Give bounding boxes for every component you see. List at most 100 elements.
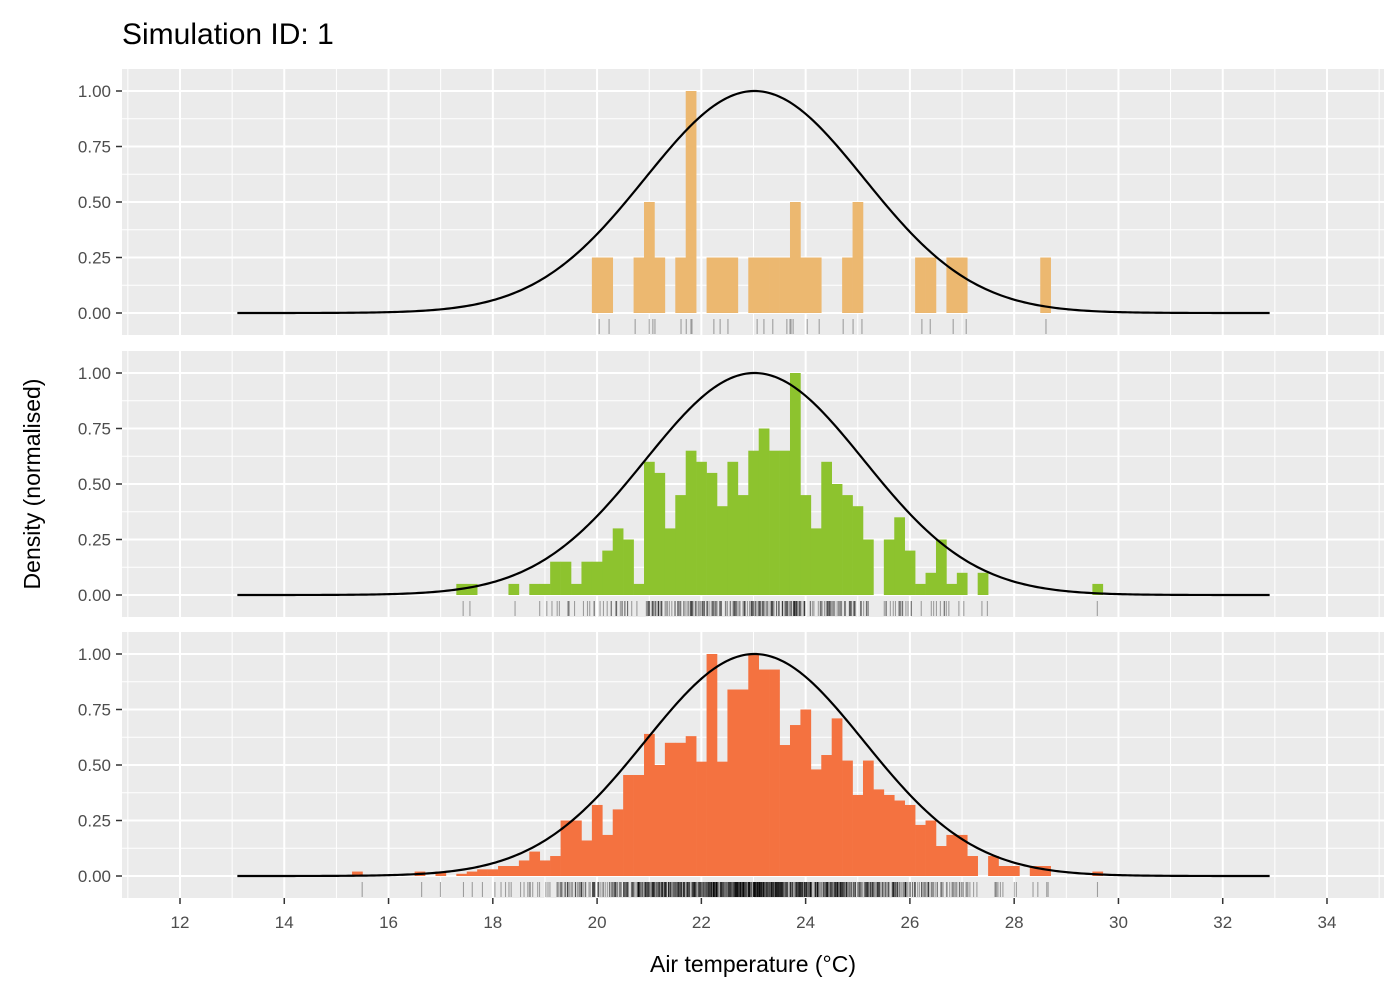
histogram-bar bbox=[904, 804, 916, 876]
x-tick-label: 22 bbox=[692, 913, 711, 932]
histogram-bar bbox=[748, 654, 760, 876]
histogram-bar bbox=[737, 495, 749, 595]
x-tick-label: 34 bbox=[1318, 913, 1337, 932]
x-tick-label: 18 bbox=[483, 913, 502, 932]
x-tick-label: 24 bbox=[796, 913, 815, 932]
histogram-bar bbox=[842, 495, 853, 595]
histogram-bar bbox=[717, 761, 728, 876]
histogram-bar bbox=[487, 869, 499, 876]
histogram-bar bbox=[956, 572, 968, 595]
histogram-bar bbox=[769, 257, 780, 313]
histogram-bar bbox=[769, 669, 780, 876]
histogram-bar bbox=[894, 517, 905, 595]
y-tick-label: 0.25 bbox=[78, 249, 111, 268]
histogram-bar bbox=[717, 257, 728, 313]
histogram-bar bbox=[967, 856, 978, 876]
y-tick-label: 1.00 bbox=[78, 364, 111, 383]
x-tick-label: 30 bbox=[1109, 913, 1128, 932]
histogram-bar bbox=[873, 789, 885, 876]
histogram-bar bbox=[988, 856, 999, 876]
histogram-bar bbox=[727, 257, 739, 313]
histogram-bar bbox=[789, 373, 801, 595]
histogram-bar bbox=[435, 871, 447, 876]
histogram-bar bbox=[550, 561, 561, 595]
y-tick-label: 0.75 bbox=[78, 701, 111, 720]
histogram-bar bbox=[550, 856, 561, 876]
histogram-bar bbox=[956, 257, 968, 313]
rug-marks bbox=[361, 882, 1099, 897]
histogram-bar bbox=[675, 742, 687, 876]
y-tick-label: 0.75 bbox=[78, 420, 111, 439]
histogram-bar bbox=[925, 257, 937, 313]
histogram-bar bbox=[915, 257, 926, 313]
histogram-bar bbox=[685, 91, 697, 313]
histogram-bar bbox=[727, 461, 739, 595]
x-tick-label: 28 bbox=[1005, 913, 1024, 932]
histogram-bar bbox=[862, 760, 874, 876]
histogram-bar bbox=[466, 583, 478, 595]
histogram-bar bbox=[779, 745, 791, 876]
histogram-bar bbox=[1092, 583, 1104, 595]
histogram-bar bbox=[946, 257, 958, 313]
density-curve bbox=[237, 371, 1270, 597]
histogram-bar bbox=[737, 689, 749, 876]
histogram-bar bbox=[852, 794, 864, 876]
histogram-bar bbox=[810, 257, 822, 313]
y-axis-title: Density (normalised) bbox=[19, 379, 45, 590]
panel-3 bbox=[122, 632, 1384, 898]
histogram-bar bbox=[925, 572, 937, 595]
panel-2 bbox=[122, 351, 1384, 617]
histogram-bar bbox=[581, 840, 593, 876]
histogram-bar bbox=[602, 257, 614, 313]
y-tick-label: 0.75 bbox=[78, 138, 111, 157]
histogram-bar bbox=[769, 450, 780, 595]
histogram-bar bbox=[612, 528, 624, 595]
histogram-bar bbox=[623, 539, 634, 595]
histogram-bar bbox=[633, 774, 645, 876]
y-tick-label: 0.50 bbox=[78, 475, 111, 494]
y-tick-label: 0.00 bbox=[78, 304, 111, 323]
histogram-bar bbox=[1029, 866, 1041, 876]
histogram-bar bbox=[779, 450, 791, 595]
y-tick-label: 0.50 bbox=[78, 193, 111, 212]
histogram-bar bbox=[800, 257, 812, 313]
y-tick-label: 0.25 bbox=[78, 531, 111, 550]
histogram-bar bbox=[789, 725, 801, 876]
density-curve bbox=[237, 652, 1270, 878]
x-tick-label: 32 bbox=[1213, 913, 1232, 932]
histogram-bar bbox=[1040, 257, 1051, 313]
histogram-bar bbox=[685, 450, 697, 595]
histogram-bar bbox=[352, 871, 363, 876]
histogram-bar bbox=[644, 733, 655, 876]
histogram-bar bbox=[862, 539, 874, 595]
histogram-bar bbox=[612, 809, 624, 876]
histogram-bar bbox=[717, 506, 728, 595]
histogram-bar bbox=[758, 428, 770, 595]
histogram-bar bbox=[498, 866, 509, 876]
histogram-bar bbox=[539, 860, 551, 876]
histogram-bar bbox=[831, 484, 843, 595]
histogram-bar bbox=[727, 689, 739, 876]
histogram-bar bbox=[904, 550, 916, 595]
histogram-bar bbox=[915, 583, 926, 595]
histogram-bar bbox=[852, 506, 864, 595]
histogram-bar bbox=[946, 583, 958, 595]
histogram-bar bbox=[883, 539, 895, 595]
histogram-bar bbox=[821, 755, 832, 876]
histogram-bar bbox=[748, 257, 760, 313]
histogram-bar bbox=[915, 824, 926, 876]
histogram-bar bbox=[581, 561, 593, 595]
histogram-bar bbox=[956, 834, 968, 876]
histogram-bar bbox=[477, 869, 488, 876]
histogram-bar bbox=[852, 202, 864, 313]
histogram-bar bbox=[935, 846, 947, 876]
histogram-bar bbox=[633, 257, 645, 313]
histogram-bar bbox=[602, 550, 614, 595]
histogram-bar bbox=[810, 769, 822, 876]
histogram-bar bbox=[675, 257, 687, 313]
x-tick-label: 20 bbox=[588, 913, 607, 932]
x-tick-label: 14 bbox=[275, 913, 294, 932]
y-tick-label: 0.50 bbox=[78, 756, 111, 775]
histogram-bar bbox=[571, 583, 582, 595]
